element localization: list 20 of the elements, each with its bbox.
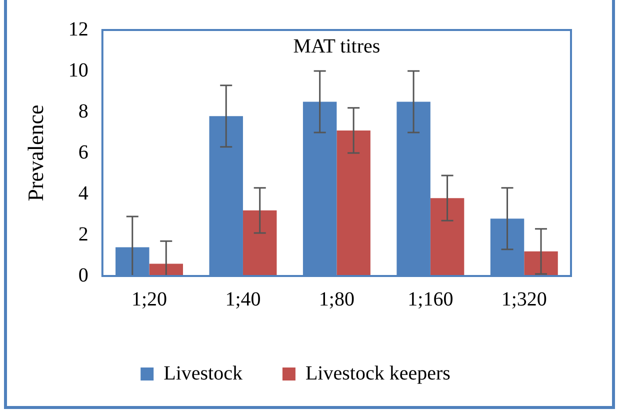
bar: [336, 130, 370, 276]
legend-label: Livestock: [164, 362, 242, 384]
y-tick-label: 0: [78, 264, 88, 286]
x-tick-label: 1;40: [225, 288, 261, 310]
bar: [242, 210, 277, 276]
y-tick-label: 2: [78, 223, 88, 246]
x-tick-label: 1;20: [131, 288, 168, 310]
chart-title: MAT titres: [293, 35, 380, 58]
y-tick-label: 4: [78, 182, 88, 204]
x-tick-label: 1;160: [408, 288, 454, 310]
y-tick-label: 10: [68, 59, 88, 82]
y-tick-label: 8: [78, 100, 88, 122]
y-tick-label: 6: [78, 141, 88, 164]
legend-label: Livestock keepers: [305, 362, 451, 384]
y-tick-label: 12: [68, 18, 88, 40]
x-tick-label: 1;320: [501, 288, 547, 310]
bar: [524, 251, 558, 276]
bar: [430, 198, 464, 276]
x-tick-label: 1;80: [318, 288, 354, 310]
y-axis-title: Prevalence: [22, 104, 48, 202]
